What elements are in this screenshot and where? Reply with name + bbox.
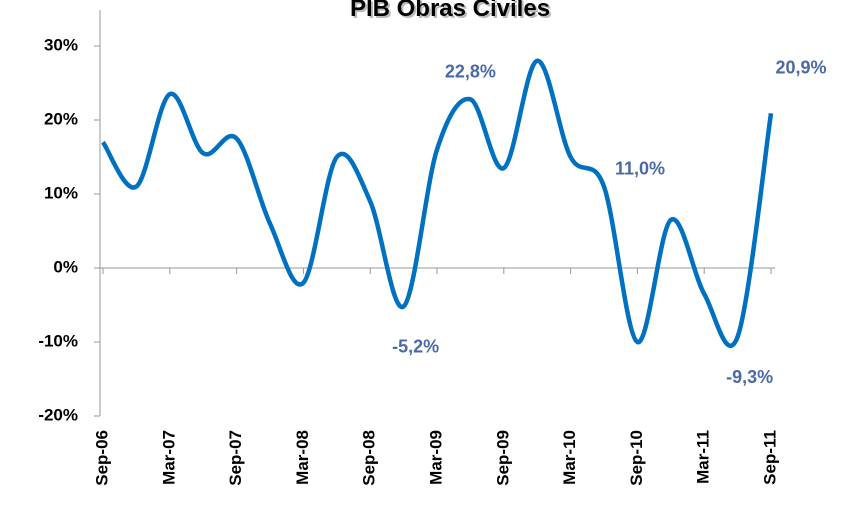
x-tick-label: Mar-11 [694, 430, 713, 484]
y-tick-label: 20% [44, 109, 78, 128]
x-tick-label: Sep-06 [92, 430, 111, 486]
data-label: -9,3% [726, 367, 773, 387]
chart-title-shadow: PIB Obras Civiles [352, 0, 552, 24]
y-tick-label: 30% [44, 35, 78, 54]
data-label: -5,2% [392, 336, 439, 356]
line-series [101, 58, 774, 348]
x-tick-label: Mar-09 [426, 430, 445, 485]
data-label: 22,8% [445, 61, 496, 81]
x-tick-label: Mar-10 [560, 430, 579, 485]
y-tick-label: 0% [53, 257, 78, 276]
x-tick-label: Sep-10 [627, 430, 646, 486]
data-label: 11,0% [615, 159, 665, 179]
x-tick-label: Sep-08 [360, 430, 379, 486]
x-tick-label: Sep-09 [493, 430, 512, 486]
x-tick-label: Sep-11 [760, 430, 779, 485]
y-tick-label: -20% [38, 405, 78, 424]
y-tick-label: -10% [38, 331, 78, 350]
y-tick-label: 10% [44, 183, 78, 202]
data-label: 20,9% [775, 57, 826, 77]
x-tick-label: Mar-08 [293, 430, 312, 485]
x-tick-label: Mar-07 [159, 430, 178, 485]
x-tick-label: Sep-07 [226, 430, 245, 486]
chart-title: PIB Obras Civiles [350, 0, 550, 22]
